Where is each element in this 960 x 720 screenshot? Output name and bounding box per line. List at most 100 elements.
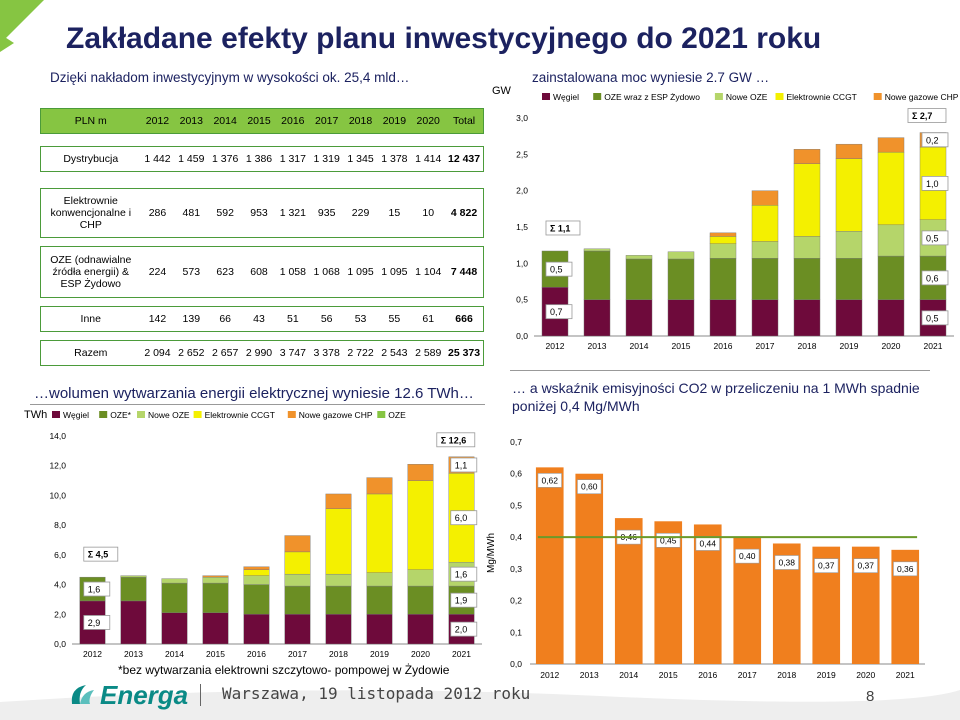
bar-segment: [835, 158, 863, 232]
start-value-label-box: [545, 261, 573, 277]
value-label-box: [774, 555, 799, 570]
start-value-label: 0,5: [550, 265, 563, 275]
table-row-label: Dystrybucja: [63, 153, 119, 165]
bar-segment: [120, 600, 147, 645]
table-cell: 2 094: [144, 347, 171, 359]
y-tick-label: 0,7: [510, 437, 522, 447]
bar-segment: [120, 575, 147, 578]
table-cell: 623: [216, 266, 234, 278]
table-cell-total: 7 448: [450, 266, 478, 278]
legend-entry: Nowe OZE: [148, 410, 190, 420]
y-tick-label: 0,4: [510, 532, 522, 542]
x-tick-label: 2013: [124, 649, 143, 659]
bar-segment: [325, 508, 352, 575]
y-tick-label: 4,0: [54, 580, 66, 590]
value-label: 0,38: [778, 557, 795, 567]
table-row: OZE (odnawialne źródła energii) & ESP Ży…: [40, 246, 484, 298]
legend-entry: Elektrownie CCGT: [205, 410, 275, 420]
x-tick-label: 2019: [370, 649, 389, 659]
y-tick-label: 2,0: [516, 186, 528, 196]
bar-segment: [325, 614, 352, 645]
bar-segment: [202, 582, 229, 613]
table-row-label: Elektrownie konwencjonalne i CHP: [50, 195, 132, 231]
legend-swatch: [593, 93, 602, 100]
bar-segment: [751, 190, 779, 206]
bar-segment: [835, 231, 863, 259]
bar-segment: [407, 464, 434, 481]
bar-segment: [284, 614, 311, 645]
table-cell: 608: [250, 266, 268, 278]
bar-segment: [835, 143, 863, 159]
table-cell: 15: [388, 207, 401, 219]
end-sum-label: Σ 2,7: [912, 111, 932, 121]
bar-segment: [793, 258, 821, 300]
table-cell-total: 25 373: [447, 347, 481, 359]
y-tick-label: 0,5: [510, 500, 522, 510]
bar-segment: [709, 243, 737, 259]
value-label-box: [853, 558, 878, 573]
x-tick-label: 2020: [856, 670, 875, 680]
y-axis-unit: TWh: [24, 409, 47, 421]
table-header-year: 2016: [281, 115, 305, 127]
x-tick-label: 2016: [714, 341, 733, 351]
bar-segment: [835, 299, 863, 337]
y-tick-label: 12,0: [49, 461, 66, 471]
emission-bar: [575, 473, 604, 664]
table-cell: 55: [388, 313, 401, 325]
start-sum-label: Σ 1,1: [550, 223, 570, 233]
x-tick-label: 2021: [452, 649, 471, 659]
bar-segment: [877, 255, 905, 300]
bar-segment: [625, 299, 653, 337]
table-cell: 224: [148, 266, 167, 278]
legend-entry: Nowe OZE: [726, 92, 768, 102]
table-cell: 2 657: [212, 347, 239, 359]
end-value-label-box: [921, 132, 949, 148]
end-value-label-box: [921, 176, 949, 191]
table-cell: 481: [182, 207, 201, 219]
legend-entry: Elektrownie CCGT: [787, 92, 857, 102]
bar-segment: [877, 224, 905, 257]
y-tick-label: 6,0: [54, 550, 66, 560]
title-arrow-icon: [0, 34, 14, 52]
bar-segment: [325, 585, 352, 615]
end-value-label: 1,6: [455, 570, 468, 580]
value-label-box: [537, 473, 562, 488]
legend-entry: OZE: [388, 410, 406, 420]
legend-entry: Nowe gazowe CHP: [885, 92, 959, 102]
y-tick-label: 14,0: [49, 431, 66, 441]
x-tick-label: 2017: [288, 649, 307, 659]
table-cell: 51: [287, 313, 299, 325]
y-tick-label: 10,0: [49, 490, 66, 500]
y-tick-label: 3,0: [516, 113, 528, 123]
bar-segment: [202, 575, 229, 578]
footer-separator: [200, 684, 201, 706]
end-value-label: 1,9: [455, 596, 468, 606]
bar-segment: [667, 299, 695, 337]
table-cell: 3 747: [279, 347, 306, 359]
end-value-label-box: [450, 566, 478, 582]
x-tick-label: 2012: [546, 341, 565, 351]
y-tick-label: 0,6: [510, 469, 522, 479]
table-header-year: 2017: [315, 115, 339, 127]
table-cell: 1 459: [178, 153, 205, 165]
y-axis-label: Mg/MWh: [486, 533, 497, 573]
value-label: 0,45: [660, 535, 677, 545]
value-label-box: [893, 561, 918, 577]
bar-segment: [751, 299, 779, 337]
legend-swatch: [99, 411, 108, 418]
x-tick-label: 2015: [206, 649, 225, 659]
bar-segment: [751, 241, 779, 259]
bar-segment: [366, 614, 393, 645]
bar-segment: [667, 251, 695, 260]
y-tick-label: 8,0: [54, 520, 66, 530]
bar-segment: [120, 576, 147, 602]
table-cell-total: 666: [455, 313, 473, 325]
x-tick-label: 2017: [738, 670, 757, 680]
bar-segment: [161, 612, 188, 645]
y-tick-label: 0,1: [510, 627, 522, 637]
x-tick-label: 2015: [659, 670, 678, 680]
bar-segment: [366, 585, 393, 615]
end-value-label-box: [450, 457, 478, 473]
slide-title: Zakładane efekty planu inwestycyjnego do…: [66, 22, 822, 55]
table-header-year: 2013: [179, 115, 203, 127]
